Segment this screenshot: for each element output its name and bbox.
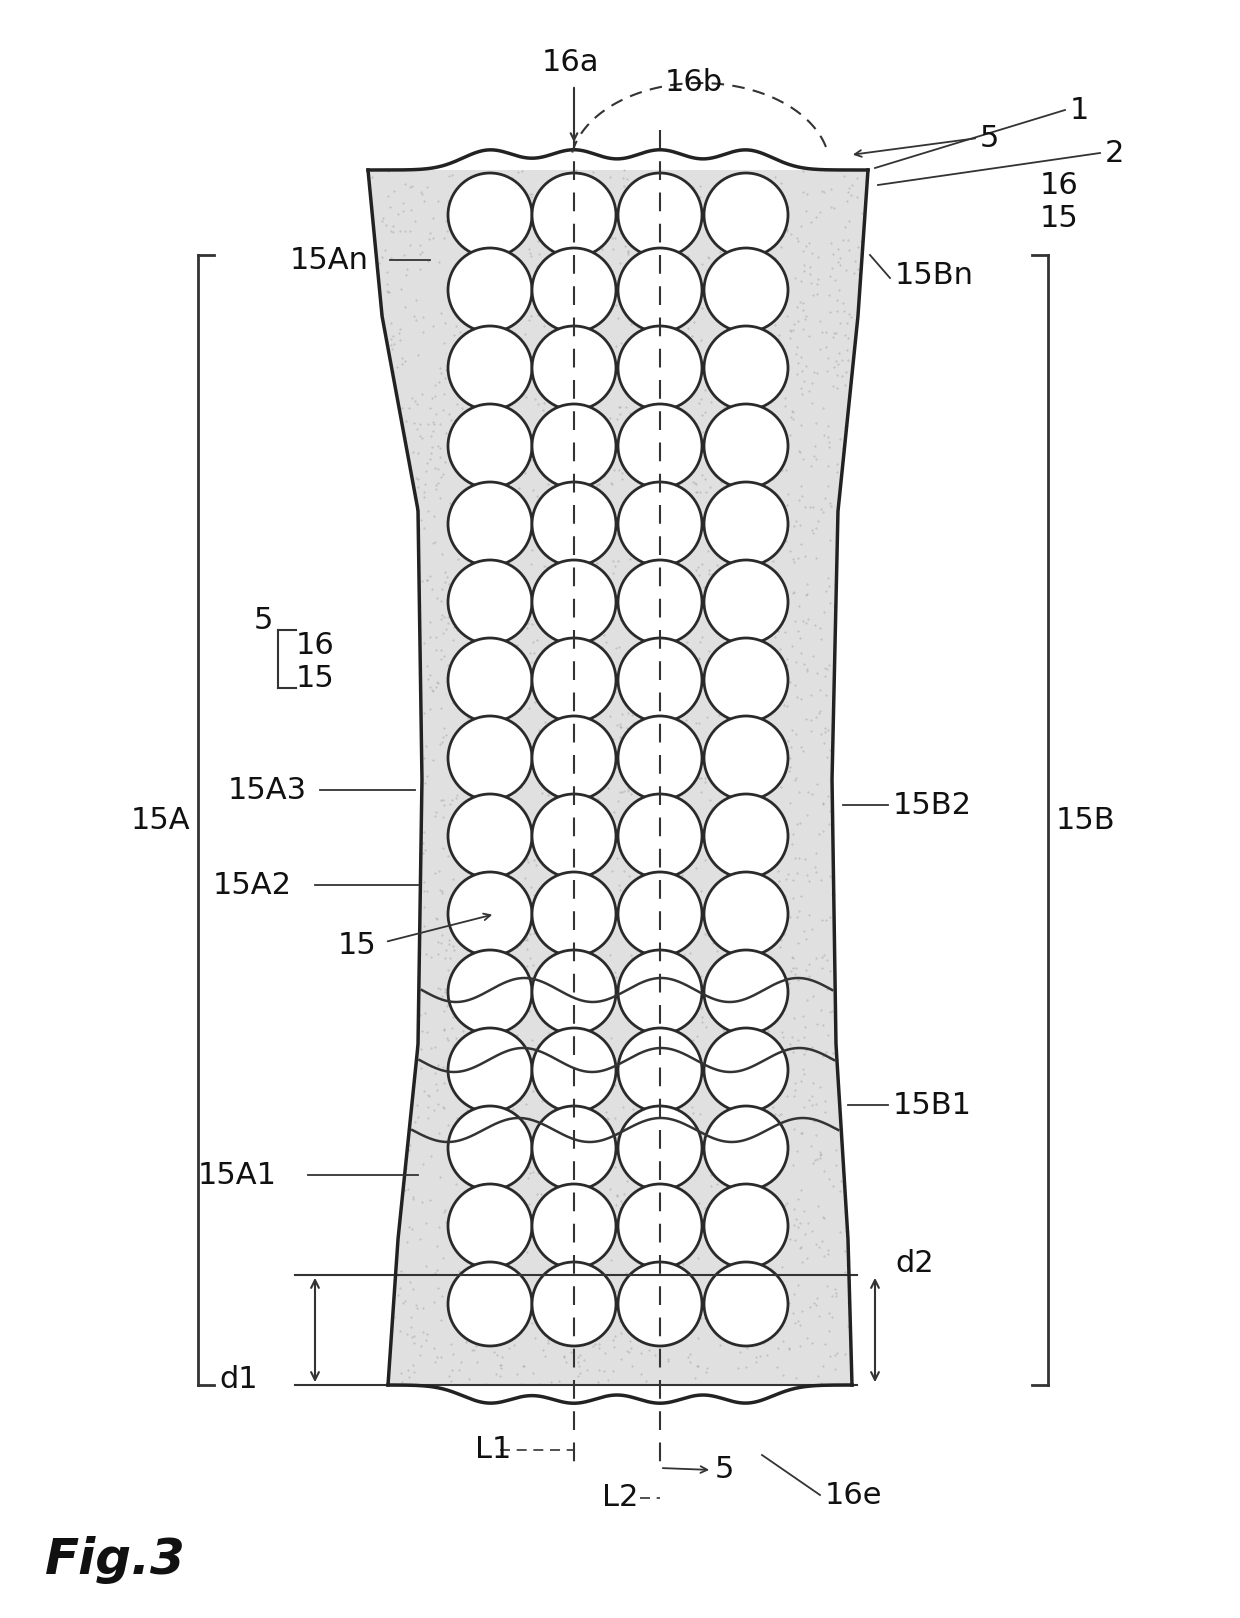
Text: 15B2: 15B2	[893, 791, 972, 819]
Text: L2: L2	[601, 1484, 639, 1513]
Circle shape	[704, 872, 787, 956]
Circle shape	[618, 717, 702, 799]
Circle shape	[532, 717, 616, 799]
Circle shape	[618, 1184, 702, 1269]
Circle shape	[704, 1107, 787, 1189]
Circle shape	[448, 1107, 532, 1189]
Circle shape	[448, 1262, 532, 1346]
Circle shape	[532, 1184, 616, 1269]
Circle shape	[448, 248, 532, 332]
Circle shape	[618, 637, 702, 722]
Circle shape	[532, 1262, 616, 1346]
Text: 15Bn: 15Bn	[895, 260, 973, 290]
Text: 15An: 15An	[290, 246, 370, 275]
Text: 15: 15	[296, 663, 335, 693]
Circle shape	[532, 173, 616, 257]
Circle shape	[618, 248, 702, 332]
Circle shape	[532, 560, 616, 644]
Circle shape	[448, 637, 532, 722]
Circle shape	[704, 637, 787, 722]
Text: 15A2: 15A2	[213, 870, 291, 900]
Circle shape	[448, 173, 532, 257]
Circle shape	[448, 404, 532, 489]
Circle shape	[618, 1027, 702, 1112]
Circle shape	[448, 950, 532, 1034]
Circle shape	[532, 248, 616, 332]
Circle shape	[448, 482, 532, 566]
Circle shape	[618, 950, 702, 1034]
Polygon shape	[368, 170, 868, 1385]
Text: 16e: 16e	[825, 1480, 883, 1510]
Text: 5: 5	[715, 1456, 734, 1484]
Circle shape	[704, 950, 787, 1034]
Circle shape	[532, 794, 616, 879]
Circle shape	[704, 794, 787, 879]
Text: 1: 1	[1070, 95, 1090, 125]
Text: d2: d2	[895, 1249, 934, 1278]
Text: 16: 16	[1040, 170, 1079, 199]
Circle shape	[618, 173, 702, 257]
Circle shape	[618, 482, 702, 566]
Circle shape	[618, 1107, 702, 1189]
Circle shape	[704, 173, 787, 257]
Text: 15B1: 15B1	[893, 1091, 972, 1120]
Text: 5: 5	[980, 123, 999, 152]
Text: 15A: 15A	[130, 806, 190, 835]
Circle shape	[704, 1262, 787, 1346]
Circle shape	[532, 1027, 616, 1112]
Circle shape	[532, 872, 616, 956]
Circle shape	[618, 794, 702, 879]
Circle shape	[618, 1262, 702, 1346]
Circle shape	[448, 1184, 532, 1269]
Text: 16b: 16b	[665, 68, 723, 97]
Circle shape	[532, 1107, 616, 1189]
Circle shape	[704, 248, 787, 332]
Text: 16: 16	[296, 631, 335, 660]
Text: 15: 15	[1040, 204, 1079, 233]
Circle shape	[532, 482, 616, 566]
Circle shape	[532, 404, 616, 489]
Circle shape	[704, 404, 787, 489]
Circle shape	[618, 404, 702, 489]
Text: 15: 15	[339, 930, 377, 959]
Text: 5: 5	[254, 605, 273, 634]
Circle shape	[532, 325, 616, 409]
Circle shape	[448, 560, 532, 644]
Text: 15A1: 15A1	[198, 1160, 277, 1189]
Text: Fig.3: Fig.3	[45, 1535, 186, 1584]
Circle shape	[532, 950, 616, 1034]
Circle shape	[704, 1184, 787, 1269]
Text: d1: d1	[219, 1366, 258, 1395]
Text: 16a: 16a	[541, 47, 599, 76]
Circle shape	[448, 872, 532, 956]
Circle shape	[448, 794, 532, 879]
Text: 15A3: 15A3	[228, 775, 308, 804]
Text: L1: L1	[475, 1435, 511, 1464]
Circle shape	[448, 1027, 532, 1112]
Circle shape	[448, 717, 532, 799]
Circle shape	[618, 872, 702, 956]
Circle shape	[704, 560, 787, 644]
Circle shape	[448, 325, 532, 409]
Circle shape	[704, 482, 787, 566]
Circle shape	[704, 1027, 787, 1112]
Circle shape	[704, 325, 787, 409]
Circle shape	[704, 717, 787, 799]
Circle shape	[618, 325, 702, 409]
Circle shape	[618, 560, 702, 644]
Text: 15B: 15B	[1056, 806, 1116, 835]
Text: 2: 2	[1105, 139, 1125, 168]
Circle shape	[532, 637, 616, 722]
